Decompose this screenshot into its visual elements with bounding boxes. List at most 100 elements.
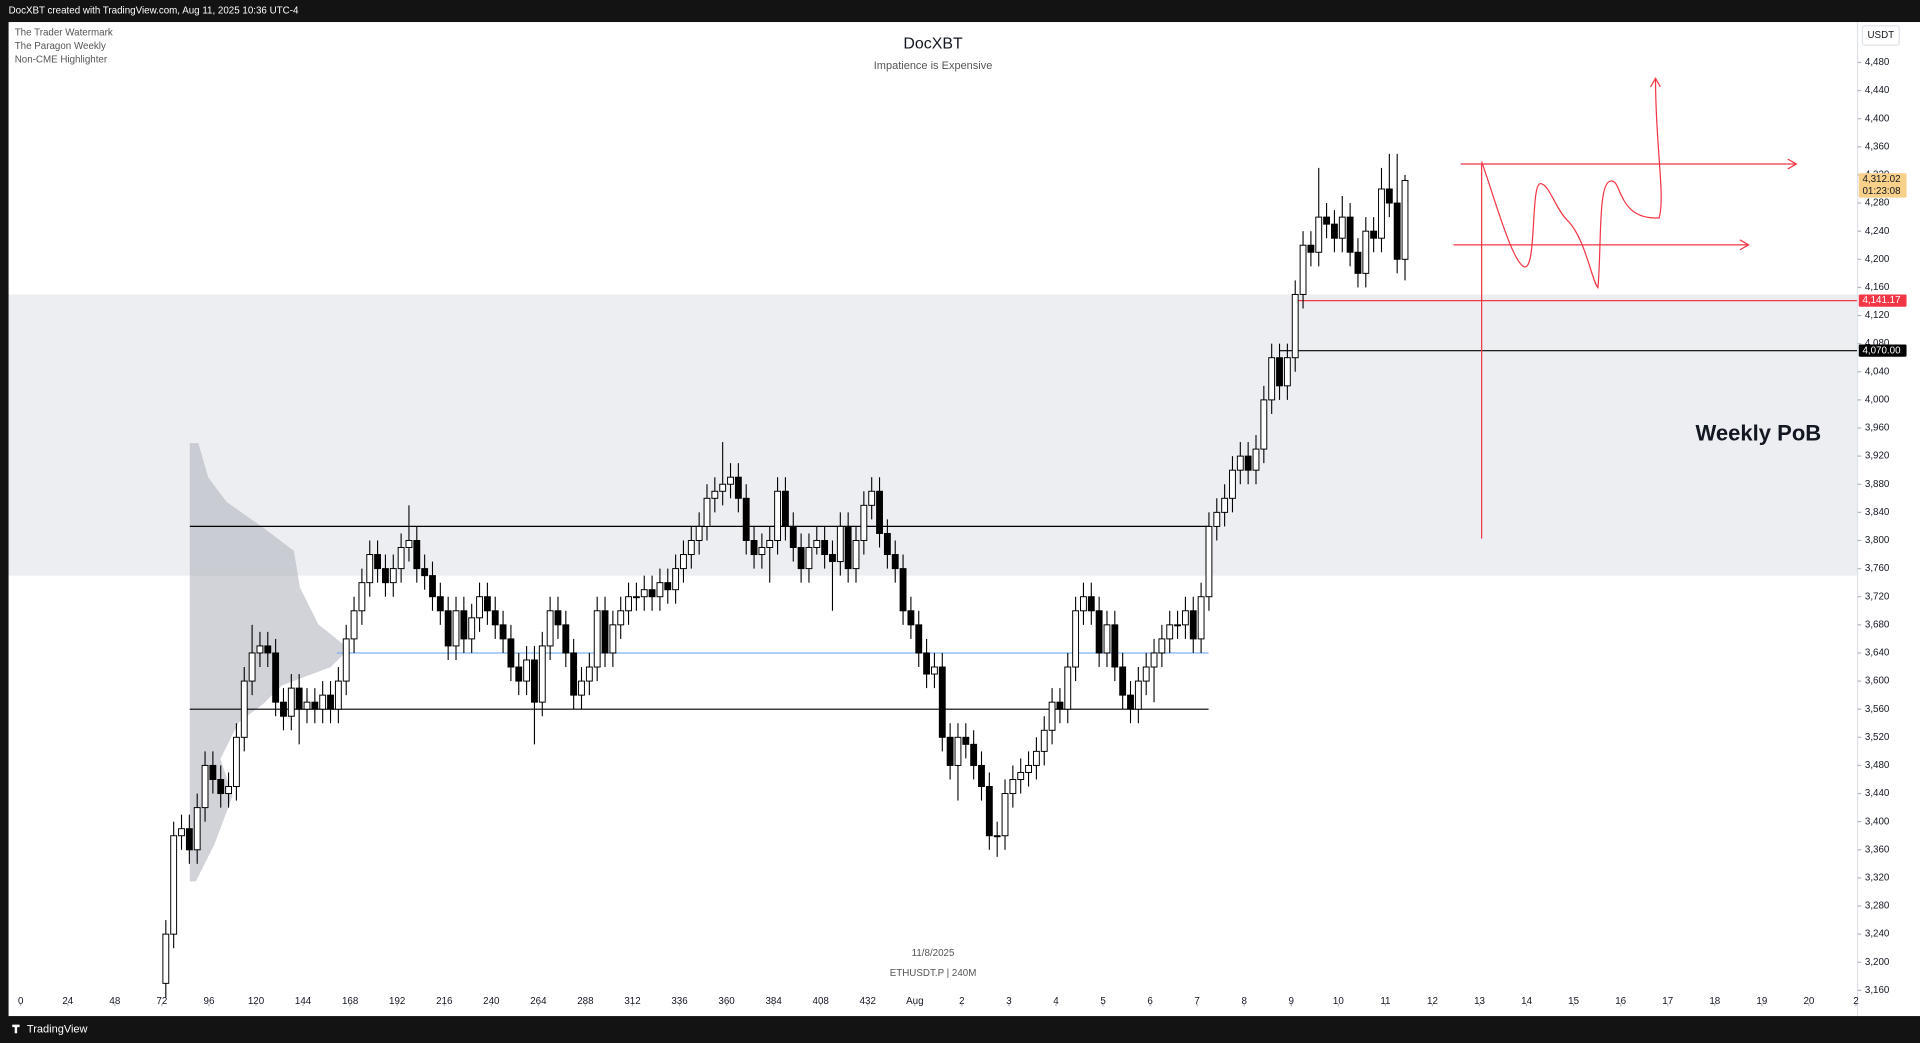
candle-body (350, 610, 358, 640)
candle-body (185, 828, 193, 851)
y-tick-label: 4,440 (1865, 85, 1890, 96)
chart-subtitle: Impatience is Expensive (874, 60, 993, 72)
zone-label: Weekly PoB (1696, 420, 1822, 445)
y-tick-label: 4,360 (1865, 141, 1890, 152)
candle-body (868, 490, 876, 506)
candle-body (1276, 357, 1283, 387)
candle-body (1025, 764, 1032, 773)
candle-body (287, 687, 295, 717)
candle-body (640, 589, 648, 598)
x-tick-label: 312 (624, 996, 640, 1007)
x-tick-label: 20 (1803, 996, 1814, 1007)
candle-body (1111, 624, 1119, 668)
candle-body (264, 645, 272, 654)
candle-body (985, 786, 993, 837)
candle-body (366, 554, 374, 584)
candle-body (1229, 469, 1236, 499)
axis-layer: 3,160 3,200 3,240 3,280 3,320 3,360 3,400 3,440… (18, 57, 1907, 1007)
candle-body (1040, 729, 1048, 752)
x-tick-label: 2 (1853, 996, 1858, 1007)
y-tick-label: 4,480 (1865, 57, 1890, 68)
candle-body (962, 736, 970, 745)
zone (8, 294, 1858, 576)
candle-body (648, 589, 656, 598)
y-tick-label: 4,200 (1865, 254, 1890, 265)
candle-body (931, 666, 938, 675)
candle-body (829, 554, 836, 563)
candle-body (766, 539, 774, 549)
x-tick-label: 264 (530, 996, 547, 1007)
candle-body (695, 525, 703, 541)
candle-body (280, 701, 287, 717)
candle-body (852, 539, 860, 570)
candle-body (334, 680, 342, 710)
candle-body (1385, 188, 1393, 204)
candle-body (774, 490, 782, 541)
candle-body (734, 476, 742, 499)
candle-body (327, 694, 334, 710)
candle-body (954, 736, 962, 766)
x-tick-label: 15 (1568, 996, 1579, 1007)
candle-body (1260, 399, 1268, 450)
candle-body (970, 743, 978, 766)
candle-body (938, 666, 946, 738)
candle-body (1127, 694, 1134, 710)
y-tick-label: 3,400 (1865, 816, 1890, 827)
candle-body (915, 624, 923, 654)
candle-body (1103, 624, 1111, 654)
candle-body (295, 687, 303, 710)
price-label-box (1858, 344, 1907, 357)
x-tick-label: 432 (860, 996, 876, 1007)
candle-body (1158, 638, 1166, 654)
x-tick-label: 120 (248, 996, 265, 1007)
candle-body (617, 610, 625, 626)
candle-body (1213, 511, 1221, 527)
candle-body (1142, 666, 1150, 682)
y-tick-label: 3,480 (1865, 760, 1890, 771)
candle-body (1056, 701, 1064, 710)
candle-body (248, 652, 256, 682)
candle-body (217, 779, 225, 795)
x-tick-label: 13 (1474, 996, 1485, 1007)
candle-body (413, 539, 421, 570)
brand-logo (12, 1024, 20, 1034)
countdown: 01:23:08 (1862, 186, 1901, 197)
candle-body (499, 624, 507, 640)
x-tick-label: 72 (156, 996, 167, 1007)
arrow-head (1739, 239, 1750, 251)
candle-body (429, 575, 436, 598)
candle-body (1323, 216, 1331, 225)
y-tick-label: 3,640 (1865, 648, 1890, 659)
candle-body (1307, 244, 1315, 253)
candle-body (225, 786, 232, 795)
candle-body (1009, 779, 1017, 795)
x-tick-label: 360 (718, 996, 735, 1007)
candle-body (538, 645, 546, 703)
x-tick-label: 240 (483, 996, 500, 1007)
x-tick-label: 17 (1662, 996, 1673, 1007)
y-tick-label: 4,400 (1865, 113, 1890, 124)
candle-body (609, 624, 617, 654)
y-tick-label: 3,800 (1865, 535, 1890, 546)
drawings (1453, 77, 1798, 539)
price-label-box (1858, 294, 1907, 307)
x-tick-label: 5 (1100, 996, 1106, 1007)
y-tick-label: 3,360 (1865, 844, 1890, 855)
candle-body (483, 596, 491, 612)
currency: USDT (1867, 30, 1894, 41)
candle-body (719, 483, 727, 492)
candle-body (178, 828, 185, 837)
candle-body (256, 645, 264, 654)
candle-body (821, 539, 829, 556)
candle-body (1362, 230, 1370, 274)
y-tick-label: 4,120 (1865, 310, 1890, 321)
watermark-symbol: ETHUSDT.P | 240M (890, 968, 977, 979)
candle-body (672, 568, 680, 591)
candle-body (1291, 293, 1299, 359)
price-label: 4,141.17 (1862, 295, 1900, 306)
candle-body (1072, 610, 1080, 668)
candle-body (1378, 188, 1385, 239)
candle-body (899, 568, 907, 612)
